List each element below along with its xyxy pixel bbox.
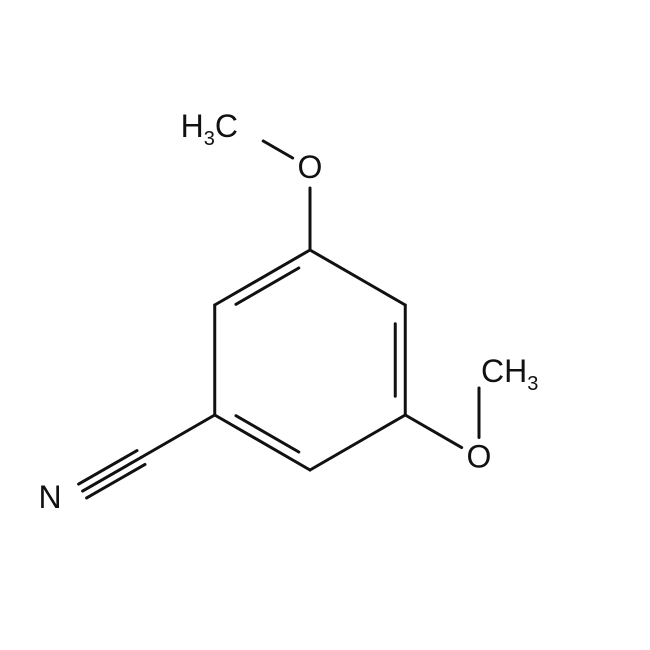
methoxy-top-oc-bond: [263, 141, 292, 158]
methyl-right-label: CH3: [481, 353, 538, 395]
nitrile-single-bond: [141, 415, 215, 458]
ring-bond: [215, 250, 310, 305]
nitrogen-label: N: [38, 479, 61, 515]
nitrile-triple-bond: [79, 451, 137, 485]
ring-bond: [215, 415, 310, 470]
nitrile-triple-bond: [87, 464, 145, 498]
nitrile-triple-bond: [83, 458, 141, 492]
molecule-canvas: N O H3C O CH3: [0, 0, 650, 650]
ring-bond: [310, 415, 405, 470]
methoxy-right-co-bond: [405, 415, 461, 448]
oxygen-right-label: O: [467, 439, 492, 475]
oxygen-top-label: O: [298, 149, 323, 185]
methyl-top-label: H3C: [181, 108, 238, 150]
ring-bond: [310, 250, 405, 305]
